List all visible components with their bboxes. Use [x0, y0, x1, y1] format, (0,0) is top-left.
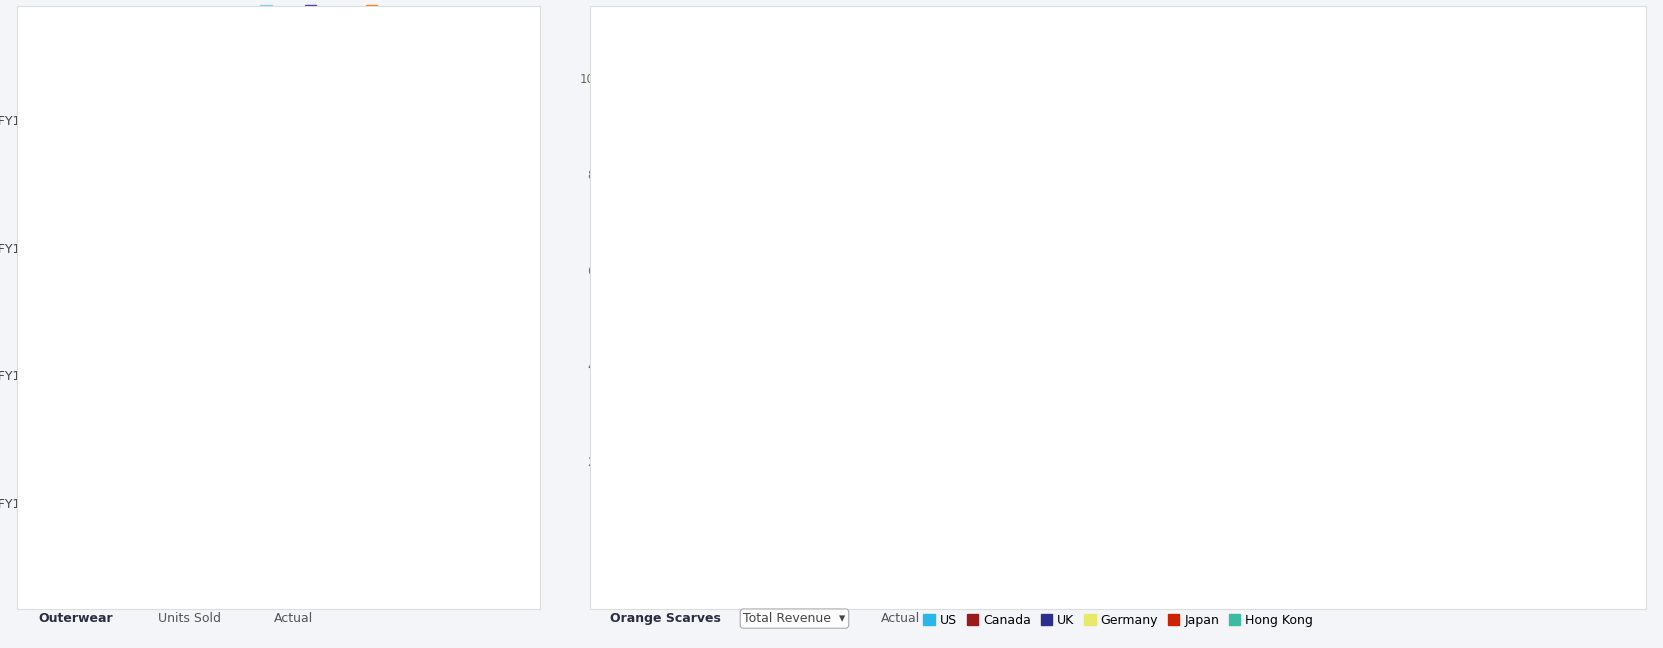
- Bar: [797, 341, 866, 447]
- Bar: [1227, 198, 1295, 365]
- Bar: [654, 409, 722, 481]
- Bar: [1084, 78, 1152, 159]
- Bar: [1084, 327, 1152, 433]
- Bar: [654, 365, 722, 409]
- Bar: [941, 418, 1009, 557]
- Bar: [33, 215, 68, 279]
- Text: Total Revenue  ▾: Total Revenue ▾: [743, 612, 845, 625]
- Bar: [1370, 341, 1440, 447]
- Bar: [1370, 308, 1440, 341]
- Bar: [941, 294, 1009, 318]
- Bar: [68, 215, 333, 279]
- Legend: US, Canada, UK, Germany, Japan, Hong Kong: US, Canada, UK, Germany, Japan, Hong Kon…: [921, 612, 1315, 629]
- Bar: [58, 87, 293, 151]
- Bar: [1227, 365, 1295, 409]
- Text: Units Sold: Units Sold: [158, 612, 221, 625]
- Bar: [1515, 313, 1583, 418]
- Bar: [333, 215, 358, 279]
- Bar: [96, 471, 313, 535]
- Bar: [313, 471, 358, 535]
- Bar: [797, 159, 866, 308]
- Bar: [33, 87, 58, 151]
- Bar: [1515, 78, 1583, 135]
- Bar: [1227, 409, 1295, 481]
- Bar: [654, 193, 722, 365]
- Bar: [328, 343, 358, 407]
- Text: Outerwear: Outerwear: [38, 612, 113, 625]
- Bar: [293, 87, 524, 151]
- Legend: NA, EMEA, APAC: NA, EMEA, APAC: [258, 2, 417, 20]
- Bar: [33, 343, 78, 407]
- Bar: [1515, 418, 1583, 557]
- X-axis label: Sales Volume: Sales Volume: [236, 579, 321, 592]
- Text: Orange Scarves: Orange Scarves: [610, 612, 722, 625]
- Bar: [1370, 78, 1440, 154]
- Text: Actual: Actual: [881, 612, 921, 625]
- Text: Outerwear Sales Volume Contribution by Region: Outerwear Sales Volume Contribution by R…: [33, 43, 412, 56]
- Bar: [1515, 135, 1583, 289]
- Bar: [1084, 159, 1152, 303]
- Bar: [78, 343, 328, 407]
- Bar: [1227, 78, 1295, 198]
- Text: Actual: Actual: [274, 612, 314, 625]
- Bar: [654, 78, 722, 193]
- Bar: [1370, 447, 1440, 557]
- Bar: [797, 447, 866, 557]
- Bar: [797, 308, 866, 341]
- Bar: [797, 78, 866, 159]
- Bar: [1084, 433, 1152, 557]
- Bar: [941, 318, 1009, 418]
- Bar: [941, 78, 1009, 126]
- Bar: [1084, 303, 1152, 327]
- Bar: [1515, 289, 1583, 313]
- Bar: [1227, 481, 1295, 557]
- Bar: [654, 481, 722, 557]
- Bar: [941, 126, 1009, 294]
- Text: Actual Revenue from Orange Scarves Q1 FY18 to Q3 FY19: Actual Revenue from Orange Scarves Q1 FY…: [607, 56, 1061, 69]
- Bar: [1370, 154, 1440, 308]
- Bar: [33, 471, 96, 535]
